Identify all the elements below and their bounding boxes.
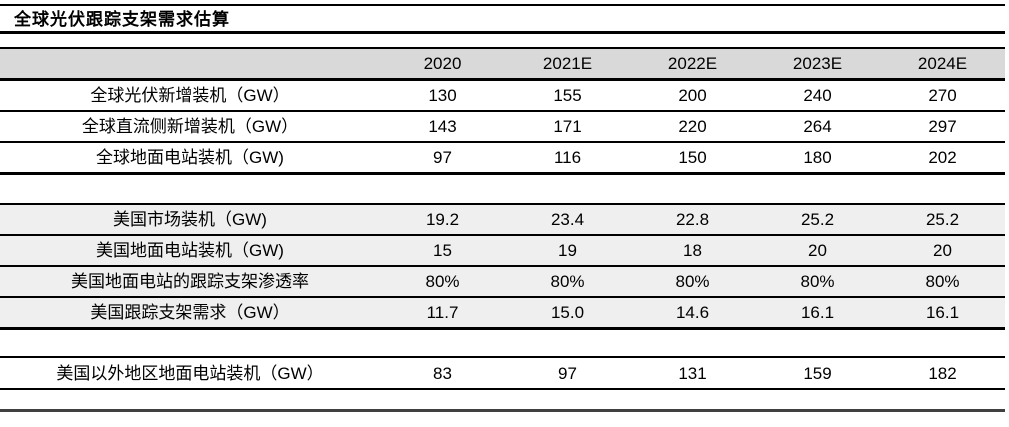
section-spacer — [0, 330, 1005, 356]
row-label: 美国市场装机（GW) — [113, 210, 267, 229]
table-title-bar: 全球光伏跟踪支架需求估算 — [0, 6, 1005, 34]
column-header-2023e: 2023E — [792, 54, 843, 73]
cell-value: 97 — [433, 148, 452, 167]
cell-value: 180 — [803, 148, 832, 167]
table-row-us-tracker-penetration: 美国地面电站的跟踪支架渗透率 80% 80% 80% 80% 80% — [0, 267, 1005, 298]
cell-value: 22.8 — [675, 210, 710, 229]
top-rule — [0, 4, 1005, 6]
cell-value: 143 — [428, 117, 457, 136]
cell-value: 159 — [803, 363, 832, 383]
cell-value: 150 — [678, 148, 707, 167]
cell-value: 182 — [928, 363, 957, 383]
demand-table: 2020 2021E 2022E 2023E 2024E 全球光伏新增装机（GW… — [0, 47, 1005, 412]
column-header-2021e: 2021E — [542, 54, 593, 73]
cell-value: 19.2 — [425, 210, 460, 229]
cell-value: 297 — [928, 117, 957, 136]
cell-value: 14.6 — [675, 303, 710, 322]
table-row-us-ground-installs: 美国地面电站装机（GW) 15 19 18 20 20 — [0, 236, 1005, 267]
cell-value: 80% — [425, 272, 460, 291]
cell-value: 155 — [553, 86, 582, 105]
table-row-non-us-ground-installs: 美国以外地区地面电站装机（GW） 83 97 131 159 182 — [0, 356, 1005, 390]
cell-value: 220 — [678, 117, 707, 136]
row-label: 美国以外地区地面电站装机（GW） — [56, 363, 324, 383]
cell-value: 97 — [558, 363, 577, 383]
cell-value: 240 — [803, 86, 832, 105]
bottom-rule — [0, 409, 1005, 412]
column-header-2020: 2020 — [423, 54, 462, 73]
cell-value: 130 — [428, 86, 457, 105]
cell-value: 19 — [558, 241, 577, 260]
cell-value: 264 — [803, 117, 832, 136]
row-label: 美国地面电站的跟踪支架渗透率 — [71, 272, 309, 291]
cell-value: 131 — [678, 363, 707, 383]
row-label: 美国跟踪支架需求（GW） — [90, 303, 290, 322]
table-row-global-ground-installs: 全球地面电站装机（GW) 97 116 150 180 202 — [0, 143, 1005, 175]
cell-value: 80% — [675, 272, 710, 291]
cell-value: 15 — [433, 241, 452, 260]
cell-value: 20 — [808, 241, 827, 260]
row-label: 美国地面电站装机（GW) — [96, 241, 284, 260]
cell-value: 116 — [553, 148, 582, 167]
report-table-snippet: 全球光伏跟踪支架需求估算 2020 2021E 2022E 2023E 2024… — [0, 4, 1009, 427]
cell-value: 80% — [925, 272, 960, 291]
cell-value: 83 — [433, 363, 452, 383]
table-row-global-pv-new-installs: 全球光伏新增装机（GW） 130 155 200 240 270 — [0, 81, 1005, 112]
cell-value: 18 — [683, 241, 702, 260]
row-label: 全球地面电站装机（GW) — [96, 148, 284, 167]
column-header-2024e: 2024E — [917, 54, 968, 73]
cell-value: 171 — [553, 117, 582, 136]
column-header-2022e: 2022E — [667, 54, 718, 73]
cell-value: 20 — [933, 241, 952, 260]
section-spacer — [0, 175, 1005, 203]
empty-row — [0, 390, 1005, 409]
table-row-us-tracker-demand: 美国跟踪支架需求（GW） 11.7 15.0 14.6 16.1 16.1 — [0, 298, 1005, 330]
cell-value: 25.2 — [800, 210, 835, 229]
cell-value: 15.0 — [550, 303, 585, 322]
cell-value: 16.1 — [800, 303, 835, 322]
table-header-row: 2020 2021E 2022E 2023E 2024E — [0, 47, 1005, 81]
cell-value: 16.1 — [925, 303, 960, 322]
cell-value: 200 — [678, 86, 707, 105]
table-row-us-market-installs: 美国市场装机（GW) 19.2 23.4 22.8 25.2 25.2 — [0, 203, 1005, 236]
cell-value: 11.7 — [426, 303, 459, 322]
page-title: 全球光伏跟踪支架需求估算 — [14, 10, 230, 29]
table-row-global-dc-new-installs: 全球直流侧新增装机（GW） 143 171 220 264 297 — [0, 112, 1005, 143]
cell-value: 270 — [928, 86, 957, 105]
cell-value: 80% — [550, 272, 585, 291]
cell-value: 202 — [928, 148, 957, 167]
cell-value: 25.2 — [925, 210, 960, 229]
row-label: 全球直流侧新增装机（GW） — [81, 117, 299, 136]
cell-value: 23.4 — [550, 210, 585, 229]
cell-value: 80% — [800, 272, 835, 291]
row-label: 全球光伏新增装机（GW） — [90, 86, 290, 105]
